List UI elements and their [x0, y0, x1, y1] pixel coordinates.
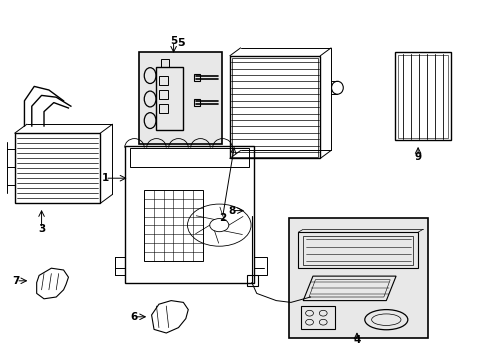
- Bar: [161, 59, 168, 67]
- Bar: [129, 148, 249, 167]
- Text: 8: 8: [228, 206, 235, 216]
- Bar: [139, 52, 222, 144]
- Bar: [159, 90, 167, 99]
- Bar: [394, 52, 450, 140]
- Text: 4: 4: [352, 335, 360, 345]
- Text: 5: 5: [177, 38, 184, 48]
- Bar: [300, 306, 334, 329]
- Bar: [303, 236, 412, 265]
- Bar: [232, 58, 317, 157]
- Text: 6: 6: [131, 312, 138, 322]
- Bar: [246, 275, 257, 286]
- Bar: [254, 257, 266, 275]
- Bar: [115, 257, 124, 275]
- Bar: [156, 67, 183, 130]
- Bar: [194, 74, 200, 81]
- Bar: [298, 232, 417, 268]
- Bar: [124, 146, 254, 283]
- Text: 1: 1: [102, 173, 108, 183]
- Bar: [288, 218, 427, 338]
- Text: 9: 9: [414, 152, 421, 162]
- Text: 7: 7: [12, 276, 20, 286]
- Bar: [15, 133, 100, 203]
- Text: 5: 5: [170, 36, 177, 46]
- Bar: [144, 190, 202, 261]
- Text: 3: 3: [38, 224, 45, 234]
- Bar: [159, 104, 167, 113]
- Bar: [397, 55, 447, 138]
- Bar: [159, 76, 167, 85]
- Bar: [194, 99, 200, 106]
- Bar: [229, 56, 320, 158]
- Text: 2: 2: [219, 213, 225, 223]
